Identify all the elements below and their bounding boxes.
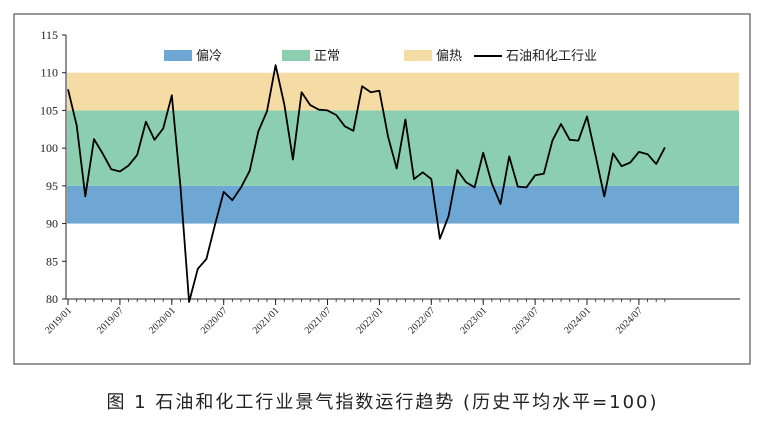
y-tick-label: 90 xyxy=(46,217,58,231)
x-tick-label: 2022/01 xyxy=(355,305,386,336)
y-tick-label: 80 xyxy=(46,292,58,306)
line-chart: 80 85 90 95 100 105 110 115 2019/01 2019/07 2020/0… xyxy=(13,13,751,365)
x-tick-label: 2021/01 xyxy=(251,305,282,336)
series-layer xyxy=(67,64,666,303)
band-1 xyxy=(67,185,739,224)
series-line-1 xyxy=(67,64,666,303)
x-tick-label: 2024/01 xyxy=(562,305,593,336)
x-tick-label: 2020/07 xyxy=(199,305,230,336)
y-tick-label: 115 xyxy=(40,28,58,42)
y-tick-label: 100 xyxy=(40,141,58,155)
legend-swatch-1 xyxy=(164,50,192,61)
band-2 xyxy=(67,110,739,186)
y-tick-label: 105 xyxy=(40,103,58,117)
legend-swatch-3 xyxy=(404,50,432,61)
y-tick-label: 110 xyxy=(40,66,58,80)
legend-label-1: 偏冷 xyxy=(196,48,222,63)
band-3 xyxy=(67,72,739,111)
x-tick-label: 2020/01 xyxy=(147,305,178,336)
legend-swatch-2 xyxy=(282,50,310,61)
chart-frame xyxy=(13,13,751,365)
x-tick-label: 2023/01 xyxy=(458,305,489,336)
x-tick-label: 2019/07 xyxy=(95,305,126,336)
legend-label-2: 正常 xyxy=(314,48,340,63)
x-tick-label: 2021/07 xyxy=(303,305,334,336)
bands-layer xyxy=(67,72,739,224)
x-tick-label: 2023/07 xyxy=(510,305,541,336)
y-tick-label: 95 xyxy=(46,179,58,193)
x-tick-label: 2019/01 xyxy=(43,305,74,336)
legend-label-3: 偏热 xyxy=(436,48,462,63)
x-tick-label: 2024/07 xyxy=(614,305,645,336)
x-tick-label: 2022/07 xyxy=(406,305,437,336)
legend: 偏冷 正常 偏热 石油和化工行业 xyxy=(164,48,597,63)
y-tick-label: 85 xyxy=(46,254,58,268)
figure-caption: 图 1 石油和化工行业景气指数运行趋势 (历史平均水平=100) xyxy=(106,392,659,413)
legend-series-label: 石油和化工行业 xyxy=(506,48,597,63)
